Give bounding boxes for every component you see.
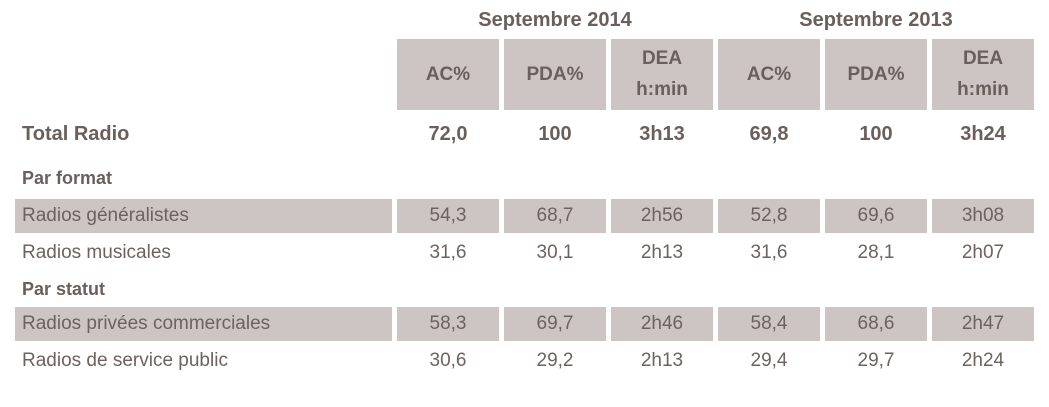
table-cell: 54,3 [397,199,499,233]
period-header-2013: Septembre 2013 [799,9,953,31]
table-cell: 29,4 [750,349,788,371]
column-header-sublabel: h:min [636,79,688,100]
table-cell: 30,1 [536,241,574,263]
table-cell: 69,8 [749,122,789,145]
table-cell: 3h13 [639,122,685,145]
section-header-par-statut: Par statut [22,279,106,299]
table-cell: 2h46 [611,307,713,341]
table-cell: 2h13 [640,241,684,263]
table-cell: 2h56 [611,199,713,233]
table-cell: 29,7 [857,349,895,371]
table-cell: 28,1 [857,241,895,263]
column-header-ac-2013: AC% [718,39,820,110]
table-cell: 30,6 [429,349,467,371]
column-header-dea-2013: DEA h:min [932,39,1034,110]
table-cell: 31,6 [429,241,467,263]
table-cell: 100 [859,122,893,145]
column-header-pda-2014: PDA% [504,39,606,110]
table-cell: 3h24 [960,122,1006,145]
table-cell: 68,7 [504,199,606,233]
column-header-label: AC% [746,63,792,85]
table-cell: 31,6 [750,241,788,263]
table-cell: 72,0 [428,122,468,145]
section-header-par-format: Par format [22,168,113,188]
column-header-label: PDA% [847,63,905,85]
table-cell: 29,2 [536,349,574,371]
column-header-ac-2014: AC% [397,39,499,110]
row-label-radios-de-service-public: Radios de service public [22,349,228,371]
table-cell: 58,3 [397,307,499,341]
table-cell: 2h24 [961,349,1005,371]
table-cell: 58,4 [718,307,820,341]
table-cell: 2h47 [932,307,1034,341]
column-header-label: DEA [962,48,1004,69]
period-header-2014: Septembre 2014 [478,9,632,31]
table-cell: 100 [538,122,572,145]
table-cell: 2h13 [640,349,684,371]
column-header-label: DEA [641,48,683,69]
column-header-label: AC% [425,63,471,85]
table-cell: 69,7 [504,307,606,341]
column-header-dea-2014: DEA h:min [611,39,713,110]
table-cell: 68,6 [825,307,927,341]
row-label-radios-musicales: Radios musicales [22,241,171,263]
row-label-total-radio: Total Radio [22,122,130,145]
row-label-radios-privees-commerciales: Radios privées commerciales [15,307,392,341]
table-cell: 2h07 [961,241,1005,263]
table-cell: 52,8 [718,199,820,233]
radio-audience-table: Septembre 2014 Septembre 2013 AC% PDA% D… [15,9,1034,371]
row-label-radios-generalistes: Radios généralistes [15,199,392,233]
table-cell: 3h08 [932,199,1034,233]
column-header-sublabel: h:min [957,79,1009,100]
column-header-pda-2013: PDA% [825,39,927,110]
table-cell: 69,6 [825,199,927,233]
column-header-label: PDA% [526,63,584,85]
